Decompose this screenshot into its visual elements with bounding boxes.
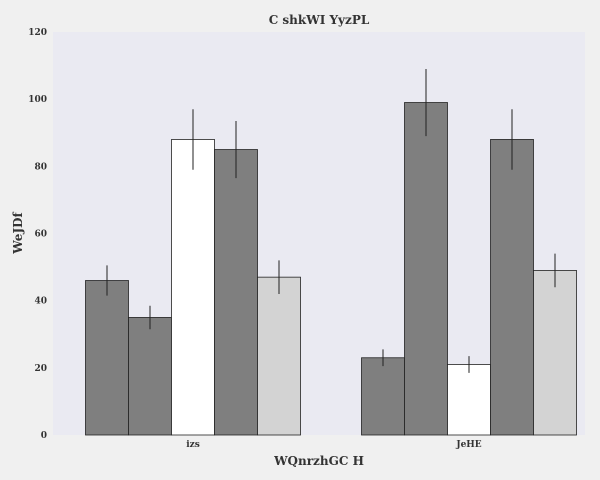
x-tick-label-JeHE: JeHE (455, 440, 481, 450)
x-tick-labels: izs JeHE (186, 440, 482, 450)
bars-layer (85, 102, 577, 436)
y-axis-label: WeJDf (11, 211, 25, 254)
bar-izs-5 (257, 276, 301, 436)
bar-izs-3 (171, 139, 215, 436)
y-tick-label-80: 80 (34, 162, 47, 172)
y-tick-label-0: 0 (41, 431, 47, 441)
y-tick-label-120: 120 (28, 28, 47, 38)
bar-JeHE-2 (404, 102, 448, 436)
x-tick-label-izs: izs (186, 440, 200, 450)
error-bars-layer (106, 68, 556, 373)
bar-JeHE-3 (447, 364, 491, 436)
x-axis-label: WQnrzhGC H (273, 454, 364, 468)
y-tick-label-40: 40 (34, 297, 47, 307)
bar-izs-4 (214, 149, 258, 436)
y-tick-label-100: 100 (28, 95, 47, 105)
y-tick-label-20: 20 (34, 364, 47, 374)
bar-JeHE-4 (490, 139, 534, 436)
y-tick-labels: 0 20 40 60 80 100 120 (28, 28, 47, 441)
bar-izs-1 (85, 280, 129, 436)
bar-izs-2 (128, 317, 172, 436)
bar-JeHE-1 (361, 357, 405, 436)
bar-JeHE-5 (533, 270, 577, 436)
y-tick-label-60: 60 (34, 230, 47, 240)
chart-title: C shkWI YyzPL (269, 13, 370, 27)
